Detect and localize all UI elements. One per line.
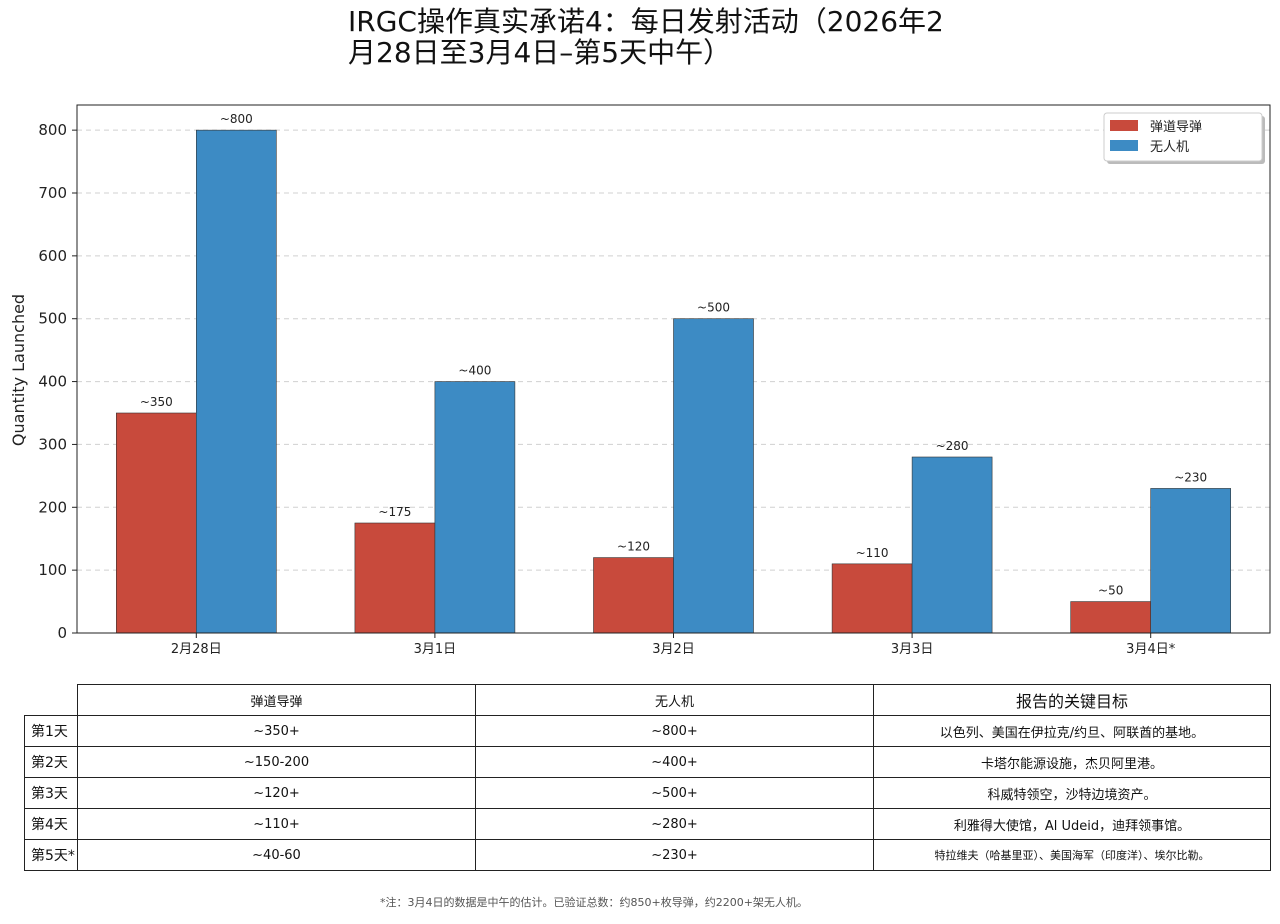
y-tick-label: 300 — [38, 435, 67, 453]
y-tick-label: 400 — [38, 373, 67, 391]
y-tick-label: 800 — [38, 121, 67, 139]
table-cell-day: 第3天 — [24, 777, 78, 809]
table-row: 第2天 ~150-200 ~400+ 卡塔尔能源设施，杰贝阿里港。 — [24, 746, 1271, 778]
table-cell-drones: ~230+ — [475, 839, 874, 871]
table-header-drones: 无人机 — [475, 684, 874, 716]
table-cell-day: 第1天 — [24, 715, 78, 747]
legend-label: 无人机 — [1150, 140, 1189, 155]
table-cell-day: 第5天* — [24, 839, 78, 871]
legend-swatch — [1110, 140, 1138, 151]
table-cell-day: 第2天 — [24, 746, 78, 778]
plot-frame — [76, 104, 1271, 634]
x-tick-label: 2月28日 — [171, 642, 222, 657]
y-tick-label: 100 — [38, 561, 67, 579]
table-header-targets: 报告的关键目标 — [873, 684, 1271, 716]
bar-drones — [673, 318, 754, 634]
y-tick-label: 500 — [38, 310, 67, 328]
y-tick-label: 0 — [57, 624, 67, 642]
y-tick-label: 200 — [38, 498, 67, 516]
table-cell-targets: 科威特领空，沙特边境资产。 — [873, 777, 1271, 809]
chart-title: IRGC操作真实承诺4：每日发射活动（2026年2 月28日至3月4日–第5天中… — [348, 6, 1048, 68]
bar-missiles — [116, 412, 197, 634]
legend-swatch — [1110, 120, 1138, 131]
data-label: ~120 — [617, 540, 650, 554]
table-header-missiles: 弹道导弹 — [77, 684, 476, 716]
data-label: ~400 — [458, 364, 491, 378]
bar-missiles — [1070, 601, 1151, 634]
x-tick-label: 3月1日 — [414, 642, 457, 657]
table-cell-drones: ~280+ — [475, 808, 874, 840]
data-label: ~350 — [140, 395, 173, 409]
table-cell-targets: 卡塔尔能源设施，杰贝阿里港。 — [873, 746, 1271, 778]
table-row: 第4天 ~110+ ~280+ 利雅得大使馆，Al Udeid，迪拜领事馆。 — [24, 808, 1271, 840]
data-label: ~500 — [697, 301, 730, 315]
table-cell-drones: ~500+ — [475, 777, 874, 809]
table-cell-missiles: ~110+ — [77, 808, 476, 840]
bar-missiles — [593, 557, 674, 634]
table-corner-cell — [24, 684, 78, 716]
chart-title-line-2: 月28日至3月4日–第5天中午） — [348, 36, 732, 69]
x-tick-label: 3月2日 — [652, 642, 695, 657]
axes: 0 100 200 300 400 500 600 700 800 2月28日 3月1日 3月2日 3月… — [38, 104, 1271, 657]
y-tick-label: 600 — [38, 247, 67, 265]
table-cell-targets: 特拉维夫（哈基里亚）、美国海军（印度洋）、埃尔比勒。 — [873, 839, 1271, 871]
legend-box — [1103, 112, 1263, 162]
bar-missiles — [354, 522, 436, 634]
data-label: ~50 — [1098, 584, 1123, 598]
table-cell-missiles: ~120+ — [77, 777, 476, 809]
table-row: 第5天* ~40-60 ~230+ 特拉维夫（哈基里亚）、美国海军（印度洋）、埃… — [24, 839, 1271, 871]
bar-drones — [911, 456, 993, 634]
table-cell-drones: ~800+ — [475, 715, 874, 747]
legend-label: 弹道导弹 — [1150, 120, 1202, 135]
table-header-row: 弹道导弹 无人机 报告的关键目标 — [24, 684, 1271, 716]
bar-missiles — [831, 563, 913, 634]
y-axis-title: Quantity Launched — [9, 294, 28, 446]
data-label: ~800 — [220, 112, 253, 126]
bar-chart: ~350~800~175~400~120~500~110~280~50~230 … — [9, 104, 1271, 657]
data-label: ~110 — [856, 546, 889, 560]
bar-drones — [196, 129, 277, 634]
launch-summary-table: 弹道导弹 无人机 报告的关键目标 第1天 ~350+ ~800+ 以色列、美国在… — [24, 684, 1271, 871]
table-cell-drones: ~400+ — [475, 746, 874, 778]
x-tick-label: 3月3日 — [891, 642, 934, 657]
table-cell-missiles: ~150-200 — [77, 746, 476, 778]
footnote: *注：3月4日的数据是中午的估计。已验证总数：约850+枚导弹，约2200+架无… — [380, 896, 808, 909]
table-cell-missiles: ~350+ — [77, 715, 476, 747]
bars: ~350 ~800 ~175 ~400 ~120 ~500 ~110 ~280 ~50 ~230 — [116, 112, 1231, 634]
table-row: 第3天 ~120+ ~500+ 科威特领空，沙特边境资产。 — [24, 777, 1271, 809]
table-cell-missiles: ~40-60 — [77, 839, 476, 871]
data-label: ~280 — [936, 439, 969, 453]
y-tick-label: 700 — [38, 184, 67, 202]
table-cell-targets: 利雅得大使馆，Al Udeid，迪拜领事馆。 — [873, 808, 1271, 840]
table-row: 第1天 ~350+ ~800+ 以色列、美国在伊拉克/约旦、阿联酋的基地。 — [24, 715, 1271, 747]
data-label: ~230 — [1174, 470, 1207, 484]
chart-title-line-1: IRGC操作真实承诺4：每日发射活动（2026年2 — [348, 5, 944, 38]
data-label: ~175 — [378, 505, 411, 519]
bar-drones — [1150, 488, 1231, 634]
x-tick-label: 3月4日* — [1126, 642, 1176, 657]
bar-drones — [434, 381, 516, 634]
table-cell-day: 第4天 — [24, 808, 78, 840]
table-cell-targets: 以色列、美国在伊拉克/约旦、阿联酋的基地。 — [873, 715, 1271, 747]
